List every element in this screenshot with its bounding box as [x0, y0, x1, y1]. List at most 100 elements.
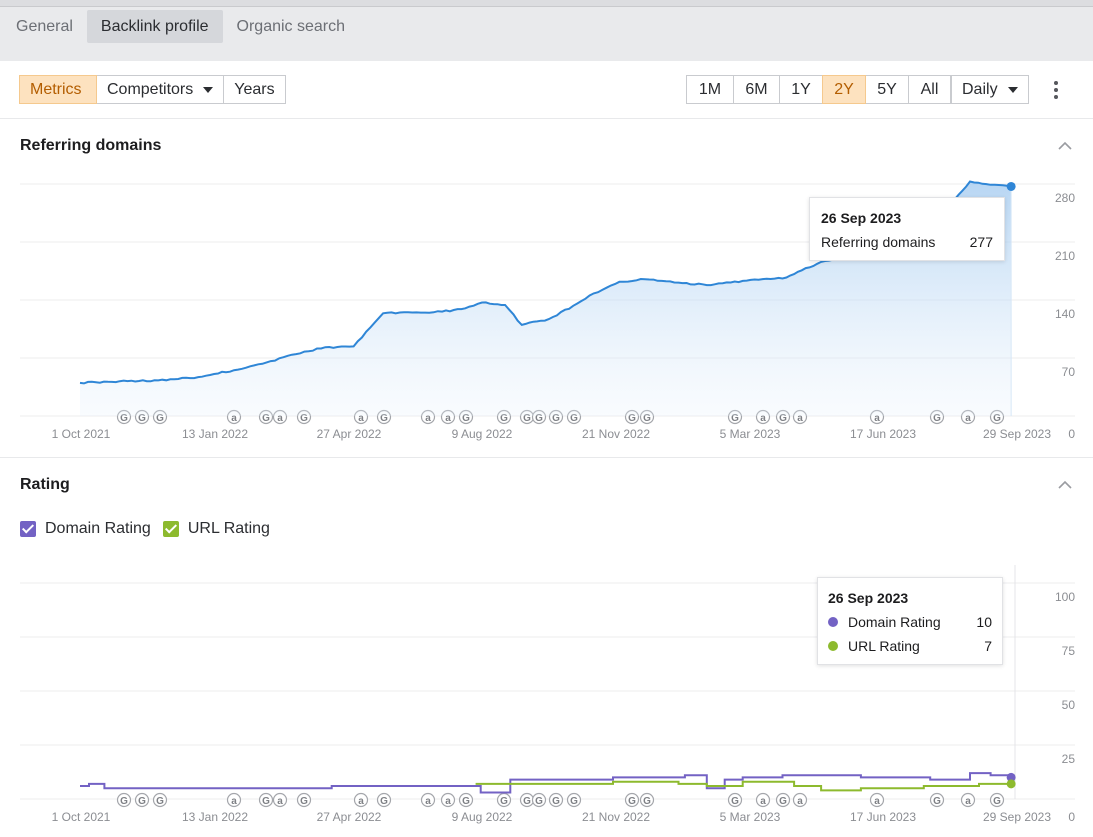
chevron-up-icon[interactable]	[1058, 480, 1072, 490]
interval-dropdown[interactable]: Daily	[951, 75, 1029, 104]
rt-annotation-marker[interactable]: G	[376, 792, 392, 808]
rt-annotation-marker[interactable]: G	[624, 792, 640, 808]
rd-x-tick-label: 29 Sep 2023	[983, 427, 1051, 441]
svg-text:G: G	[300, 413, 308, 424]
url-rating-point[interactable]	[1006, 779, 1016, 789]
url-rating-toggle[interactable]: URL Rating	[162, 520, 270, 538]
domain-rating-toggle[interactable]: Domain Rating	[20, 520, 151, 538]
rt-annotation-marker[interactable]: a	[272, 792, 288, 808]
svg-text:G: G	[731, 413, 739, 424]
years-button[interactable]: Years	[223, 75, 286, 104]
rt-annotation-marker[interactable]: a	[440, 792, 456, 808]
rt-annotation-marker[interactable]: G	[519, 792, 535, 808]
tooltip-url-label: URL Rating	[848, 638, 920, 654]
rt-annotation-marker[interactable]: a	[792, 792, 808, 808]
more-options-icon[interactable]	[1050, 81, 1062, 99]
svg-text:G: G	[120, 796, 128, 807]
rt-annotation-marker[interactable]: G	[531, 792, 547, 808]
domain-rating-point[interactable]	[1006, 772, 1016, 782]
metrics-button[interactable]: Metrics	[19, 75, 97, 104]
range-6m-button[interactable]: 6M	[733, 75, 780, 104]
range-all-button[interactable]: All	[908, 75, 951, 104]
rt-y-tick-label: 75	[1062, 644, 1076, 658]
svg-text:a: a	[797, 413, 803, 424]
rt-annotation-marker[interactable]: a	[960, 792, 976, 808]
rt-x-tick-label: 17 Jun 2023	[850, 810, 916, 824]
rt-annotation-marker[interactable]: G	[727, 792, 743, 808]
rt-annotation-marker[interactable]: a	[353, 792, 369, 808]
rt-annotation-marker[interactable]: G	[989, 792, 1005, 808]
rt-annotation-marker[interactable]: G	[929, 792, 945, 808]
svg-text:G: G	[628, 413, 636, 424]
competitors-dropdown[interactable]: Competitors	[96, 75, 225, 104]
range-1m-button[interactable]: 1M	[686, 75, 734, 104]
svg-text:G: G	[380, 413, 388, 424]
rd-x-tick-label: 5 Mar 2023	[720, 427, 781, 441]
referring-domains-title: Referring domains	[20, 137, 162, 154]
range-5y-button[interactable]: 5Y	[865, 75, 909, 104]
rt-annotation-marker[interactable]: G	[296, 792, 312, 808]
svg-text:G: G	[262, 796, 270, 807]
svg-text:a: a	[277, 796, 283, 807]
svg-text:a: a	[231, 796, 237, 807]
svg-text:G: G	[570, 796, 578, 807]
svg-text:a: a	[445, 413, 451, 424]
toolbar-divider	[0, 118, 1093, 119]
tab-general[interactable]: General	[16, 18, 73, 35]
svg-text:G: G	[779, 796, 787, 807]
rt-annotation-marker[interactable]: G	[775, 792, 791, 808]
range-1y-button[interactable]: 1Y	[779, 75, 823, 104]
svg-text:G: G	[643, 796, 651, 807]
domain-rating-line	[80, 772, 1013, 794]
rt-y-tick-label: 25	[1062, 752, 1076, 766]
rating-chart[interactable]: 0 25 50 75 100 1 Oct 2021 13 Jan 2022 27 Apr 20…	[0, 560, 1093, 837]
svg-text:G: G	[120, 413, 128, 424]
rt-annotation-marker[interactable]: G	[496, 792, 512, 808]
rt-x-tick-label: 1 Oct 2021	[52, 810, 111, 824]
rt-annotation-marker[interactable]: a	[226, 792, 242, 808]
rt-annotation-marker[interactable]: G	[152, 792, 168, 808]
domain-rating-legend-label: Domain Rating	[45, 520, 151, 537]
rt-annotation-marker[interactable]: G	[116, 792, 132, 808]
rd-y-tick-label: 70	[1062, 365, 1076, 379]
svg-text:G: G	[535, 413, 543, 424]
rd-x-tick-label: 21 Nov 2022	[582, 427, 650, 441]
svg-text:a: a	[425, 796, 431, 807]
interval-label: Daily	[962, 81, 998, 98]
svg-text:G: G	[380, 796, 388, 807]
tab-backlink-profile[interactable]: Backlink profile	[86, 10, 223, 43]
chevron-down-icon	[203, 86, 214, 93]
tooltip-domain-label: Domain Rating	[848, 614, 941, 630]
rating-tooltip: 26 Sep 2023 Domain Rating 10 URL Rating …	[817, 577, 1003, 665]
range-2y-button[interactable]: 2Y	[822, 75, 866, 104]
chevron-up-icon[interactable]	[1058, 141, 1072, 151]
rt-annotation-marker[interactable]: G	[548, 792, 564, 808]
tab-organic-search[interactable]: Organic search	[236, 18, 346, 35]
svg-text:G: G	[138, 796, 146, 807]
competitors-label: Competitors	[107, 81, 194, 98]
main-panel: Metrics Competitors Years 1M 6M 1Y 2Y 5Y…	[0, 61, 1093, 837]
rt-annotation-marker[interactable]: a	[869, 792, 885, 808]
rt-annotation-marker[interactable]: G	[639, 792, 655, 808]
svg-text:G: G	[993, 413, 1001, 424]
rt-annotation-marker[interactable]: G	[458, 792, 474, 808]
top-border	[0, 0, 1093, 6]
rt-annotation-marker[interactable]: a	[755, 792, 771, 808]
rt-x-tick-label: 27 Apr 2022	[317, 810, 382, 824]
svg-text:a: a	[425, 413, 431, 424]
svg-text:a: a	[965, 796, 971, 807]
svg-text:a: a	[760, 796, 766, 807]
view-toolbar: Metrics Competitors Years	[19, 75, 286, 104]
domain-rating-dot	[828, 617, 838, 627]
rating-legend: Domain Rating URL Rating	[20, 520, 282, 538]
range-label: All	[920, 81, 939, 98]
referring-domains-area	[80, 181, 1012, 416]
rt-annotation-marker[interactable]: G	[134, 792, 150, 808]
referring-domains-point[interactable]	[1006, 181, 1016, 191]
svg-text:a: a	[874, 796, 880, 807]
svg-text:a: a	[965, 413, 971, 424]
rt-annotation-marker[interactable]: a	[420, 792, 436, 808]
rd-y-tick-label: 140	[1055, 307, 1075, 321]
rt-annotation-marker[interactable]: G	[566, 792, 582, 808]
rt-annotation-marker[interactable]: G	[258, 792, 274, 808]
